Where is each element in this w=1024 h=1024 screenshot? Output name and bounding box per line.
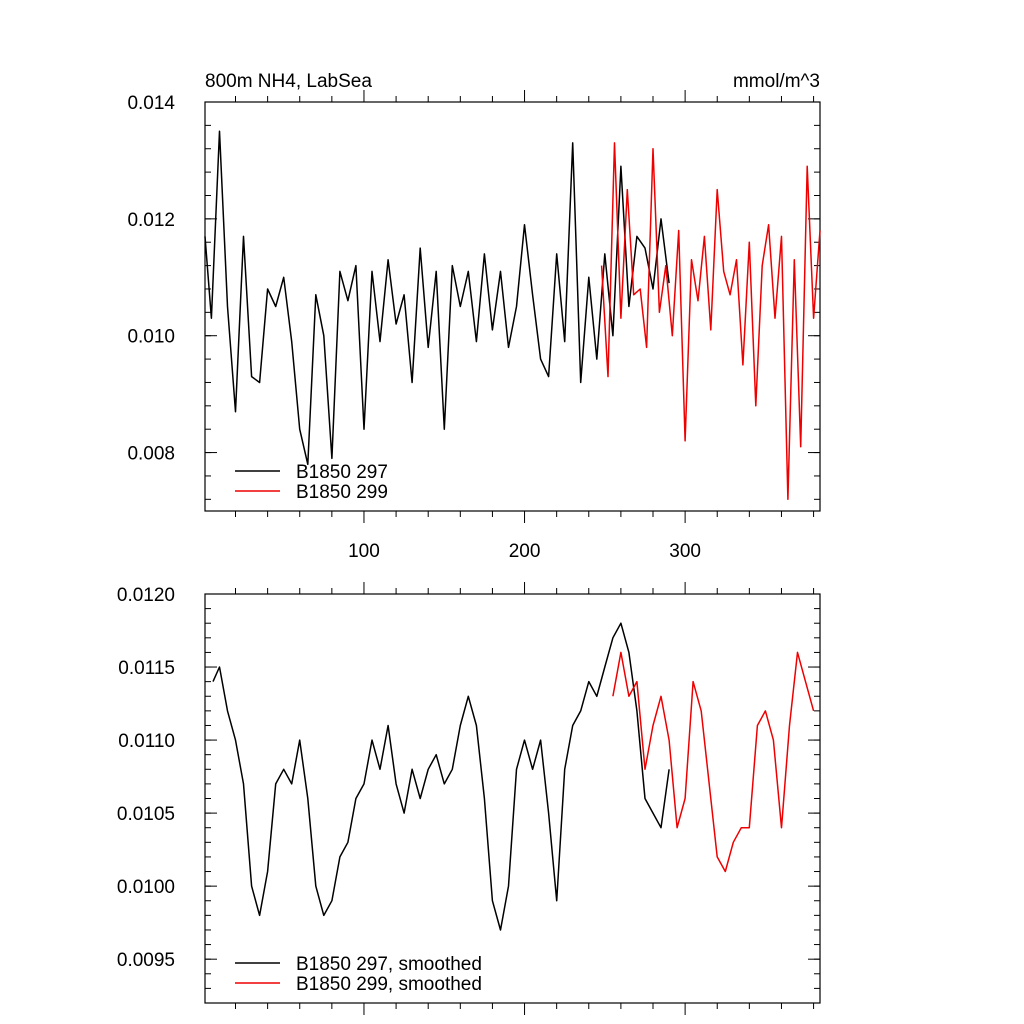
y-tick-label: 0.0105: [117, 804, 175, 825]
y-tick-label: 0.0110: [118, 731, 175, 752]
plot-frame: [204, 593, 821, 1004]
series-line-2: [600, 142, 821, 501]
y-tick-label: 0.0095: [117, 950, 175, 971]
chart-title: 800m NH4, LabSea: [205, 71, 372, 92]
y-tick-label: 0.008: [127, 444, 175, 465]
legend-label-2: B1850 299: [296, 482, 388, 503]
series-line-1: [212, 622, 670, 931]
series-line-1: [204, 130, 670, 466]
bottom-plot: 0.0095 0.0100 0.0105 0.0110 0.0115 0.0120 B185…: [117, 582, 821, 1015]
y-tick-label: 0.010: [127, 327, 175, 348]
y-tick-label: 0.014: [127, 93, 175, 114]
legend-label-2: B1850 299, smoothed: [296, 974, 482, 995]
series-line-2: [612, 651, 815, 873]
plot-frame: [204, 101, 821, 512]
top-plot: 0.008 0.010 0.012 0.014 100 200 300 B1850 297B1…: [127, 90, 821, 562]
x-tick-label: 300: [669, 541, 701, 562]
legend-label-1: B1850 297, smoothed: [296, 954, 482, 975]
y-tick-label: 0.0100: [117, 877, 175, 898]
x-tick-label: 100: [348, 541, 380, 562]
units-label: mmol/m^3: [733, 71, 820, 92]
x-tick-label: 200: [509, 541, 541, 562]
y-tick-label: 0.012: [127, 210, 175, 231]
y-tick-label: 0.0115: [118, 658, 175, 679]
y-tick-label: 0.0120: [117, 585, 175, 606]
legend-label-1: B1850 297: [296, 462, 388, 483]
